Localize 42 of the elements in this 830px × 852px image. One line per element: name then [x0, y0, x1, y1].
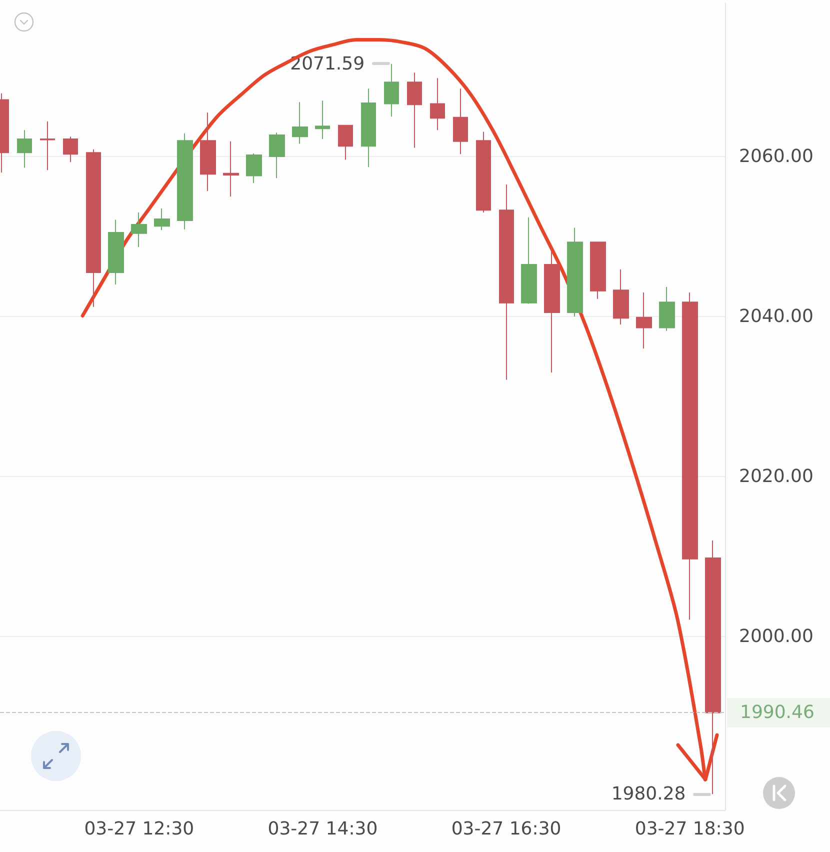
candlestick	[476, 131, 491, 214]
candlestick	[636, 292, 652, 350]
candlestick	[659, 286, 675, 332]
annotation: 1980.28	[611, 784, 686, 805]
candlestick	[154, 208, 170, 231]
candlestick	[544, 248, 560, 374]
x-tick-label: 03-27 12:30	[84, 818, 194, 840]
ref-line-label: 1990.46	[740, 702, 814, 724]
candlestick	[705, 540, 721, 795]
y-tick-label: 2020.00	[739, 466, 814, 487]
candlestick	[40, 120, 55, 171]
x-tick-label: 03-27 18:30	[634, 818, 745, 840]
y-tick-label: 2060.00	[739, 146, 814, 168]
candlestick	[499, 184, 514, 380]
candlestick	[567, 227, 583, 318]
candlestick	[200, 112, 216, 192]
candlestick	[682, 292, 698, 620]
candlestick	[292, 102, 308, 144]
candlestick	[108, 219, 124, 286]
candlestick	[430, 78, 445, 131]
candlestick	[453, 88, 468, 155]
y-tick-label: 2040.00	[739, 306, 814, 328]
candlestick	[613, 268, 629, 326]
candlestick	[590, 242, 606, 300]
candlestick	[315, 100, 330, 140]
candlestick	[86, 148, 101, 308]
candlestick	[269, 132, 285, 179]
candlestick	[177, 132, 193, 230]
candlestick	[17, 130, 32, 168]
x-tick-label: 03-27 14:30	[268, 818, 378, 840]
candlestick	[361, 88, 376, 168]
candlestick	[407, 72, 422, 148]
y-tick-label: 2000.00	[739, 626, 814, 647]
candlestick	[521, 216, 537, 304]
candlestick	[131, 212, 147, 248]
x-tick-label: 03-27 16:30	[451, 818, 562, 840]
annotation: 2071.59	[290, 53, 365, 74]
candlestick	[246, 152, 262, 184]
candlestick	[338, 124, 353, 160]
candlestick	[384, 63, 399, 118]
candlestick	[63, 136, 78, 163]
candlestick	[223, 140, 239, 198]
